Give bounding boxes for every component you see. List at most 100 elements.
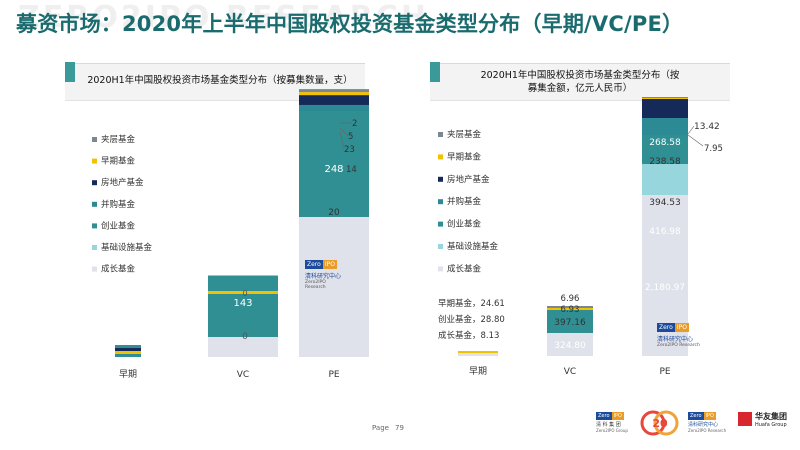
right-header-marker: [430, 62, 440, 82]
logo4-en: Huafa Group: [755, 422, 787, 428]
bar-vc-top: [208, 291, 278, 294]
leader-r-pe-mezz: [687, 125, 695, 135]
logo3-en: Zero2IPO Research: [688, 428, 727, 433]
bar-r-pe-2: [642, 135, 688, 164]
label-pe-buyout: 14: [346, 165, 357, 175]
stamp-zero: Zero: [305, 260, 323, 269]
legend-swatch-4: [92, 223, 97, 229]
label-vc-growth: 0: [242, 332, 248, 342]
anniversary-ring-1: [640, 410, 666, 436]
stamp-name: 清科研究中心: [305, 273, 342, 280]
legend-swatch-0: [438, 132, 443, 137]
bar-r-early-early: [458, 351, 498, 353]
label-r-vc-growth: 324.80: [554, 341, 586, 351]
legend-swatch-5: [92, 245, 97, 250]
legend-swatch-2: [438, 176, 443, 182]
stamp-zero-2: Zero: [657, 323, 675, 332]
bar-early-seg-1: [115, 351, 141, 354]
tick-right-2: PE: [659, 367, 670, 377]
label-vc-top: 0: [242, 289, 247, 298]
label-pe-growth: 20: [328, 208, 340, 218]
anniversary-logo: 20: [640, 408, 680, 438]
label-r-vc-early: 6.93: [561, 305, 580, 315]
bar-2-3: [299, 104, 369, 111]
legend-swatch-6: [92, 266, 97, 272]
leader-pe-realestate: [339, 131, 345, 150]
stamp-ipo-2: IPO: [674, 323, 689, 332]
label-r-pe-early: 7.95: [704, 144, 723, 154]
legend-label-6: 成长基金: [101, 264, 136, 275]
bar-2-4: [299, 95, 369, 105]
left-header-marker: [65, 62, 75, 82]
zero2ipo-group-logo: Zero IPO 清 科 集 团 Zero2IPO Group: [596, 412, 636, 433]
footer-logos: Zero IPO 清 科 集 团 Zero2IPO Group 20 Zero …: [596, 410, 792, 440]
label-vc-venture: 143: [233, 298, 252, 309]
label-pe-venture: 248: [324, 164, 343, 175]
bar-r-vc-2: [547, 308, 593, 310]
bar-r-vc-3: [547, 306, 593, 308]
right-chart-header: [430, 63, 730, 101]
label-pe-early: 5: [348, 132, 353, 142]
legend-label-4: 创业基金: [447, 219, 482, 230]
bar-r-pe-4: [642, 99, 688, 118]
label-r-early-a: 早期基金，24.61: [438, 298, 505, 309]
label-r-pe-venture: 394.53: [649, 198, 681, 208]
stamp-name-2: 清科研究中心: [657, 336, 694, 343]
tick-left-1: VC: [237, 370, 249, 380]
bar-r-pe-5: [642, 98, 688, 99]
legend-label-0: 夹层基金: [447, 129, 482, 140]
label-r-vc-mezz: 6.96: [561, 294, 580, 304]
legend-label-5: 基础设施基金: [101, 242, 153, 253]
legend-swatch-2: [92, 180, 97, 186]
bar-early-seg-0: [115, 354, 141, 357]
huafa-mark-icon: [738, 412, 752, 426]
page-number: 79: [395, 424, 404, 432]
label-r-pe-realestate: 268.58: [649, 138, 681, 148]
anniversary-mark: 20: [652, 417, 668, 430]
leader-pe-early: [339, 127, 349, 137]
bar-r-early-growth: [458, 353, 498, 356]
bar-r-vc-0: [547, 333, 593, 356]
bar-r-pe-3: [642, 118, 688, 135]
bar-r-pe-1: [642, 164, 688, 195]
legend-label-5: 基础设施基金: [447, 241, 499, 252]
legend-label-3: 并购基金: [447, 196, 482, 207]
anniversary-ring-2: [653, 410, 679, 436]
stamp-sub: Zero2IPO Research: [305, 280, 326, 290]
bar-2-6: [299, 89, 369, 93]
legend-label-4: 创业基金: [101, 220, 136, 231]
bar-r-vc-1: [547, 310, 593, 333]
stamp-sub-2: Zero2IPO Research: [657, 343, 700, 348]
huafa-group-logo: 华友集团 Huafa Group: [738, 410, 792, 438]
left-bars: [115, 89, 369, 357]
leader-r-pe-early: [687, 134, 704, 147]
bar-early-seg-2: [115, 348, 141, 351]
logo1-en: Zero2IPO Group: [596, 428, 628, 433]
right-chart-title: 2020H1年中国股权投资市场基金类型分布（按募集金额，亿元人民币）: [480, 70, 680, 94]
legend-swatch-5: [438, 244, 443, 249]
bar-2-5: [299, 92, 369, 96]
label-r-pe-growth: 2,180.97: [645, 283, 685, 293]
legend-swatch-0: [92, 137, 97, 142]
logo3-ipo: IPO: [703, 412, 716, 420]
legend-label-2: 房地产基金: [447, 174, 490, 185]
tick-left-0: 早期: [119, 369, 137, 380]
legend-swatch-3: [92, 201, 97, 207]
right-labels: 早期基金，24.61 创业基金，28.80 成长基金，8.13 324.80 397.1…: [438, 122, 723, 351]
zero2ipo-research-logo: Zero IPO 清科研究中心 Zero2IPO Research: [688, 412, 734, 433]
left-ticks: 早期 VC PE: [119, 369, 340, 380]
logo1-ipo: IPO: [611, 412, 624, 420]
label-pe-realestate: 23: [344, 145, 355, 155]
bar-r-pe-6: [642, 97, 688, 98]
slide-title: 募资市场：2020年上半年中国股权投资基金类型分布（早期/VC/PE）: [16, 12, 684, 36]
logo3-cn: 清科研究中心: [688, 422, 719, 428]
right-ticks: 早期 VC PE: [469, 366, 671, 377]
tick-right-0: 早期: [469, 366, 487, 377]
zero2ipo-stamp-left: Zero IPO 清科研究中心 Zero2IPO Research: [305, 260, 347, 294]
legend-label-3: 并购基金: [101, 199, 136, 210]
legend-label-6: 成长基金: [447, 263, 482, 274]
